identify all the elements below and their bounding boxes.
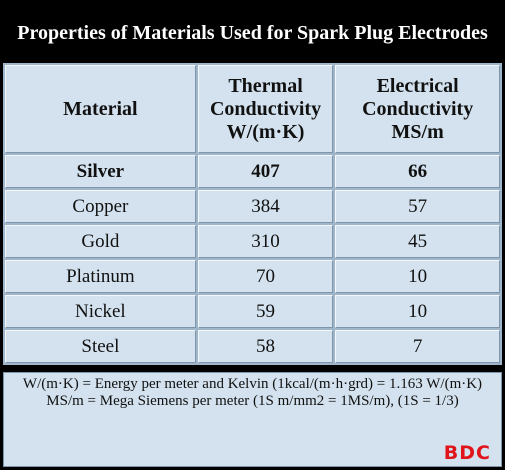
table-row: Nickel 59 10 — [5, 295, 500, 328]
table-cell: 7 — [335, 330, 500, 363]
footnote: W/(m·K) = Energy per meter and Kelvin (1… — [22, 376, 483, 392]
footnotes: W/(m·K) = Energy per meter and Kelvin (1… — [3, 372, 502, 467]
column-header: Electrical Conductivity MS/m — [335, 65, 500, 153]
table-body: Silver 407 66 Copper 384 57 Gold 310 45 Platinum 7… — [5, 155, 500, 363]
logo: BDC — [443, 442, 491, 464]
table-cell: Silver — [5, 155, 196, 188]
table-cell: 57 — [335, 190, 500, 223]
table-cell: 59 — [197, 295, 334, 328]
footnote: MS/m = Mega Siemens per meter (1S m/mm2 … — [46, 393, 459, 409]
table-cell: Nickel — [5, 295, 196, 328]
table-cell: 407 — [197, 155, 334, 188]
table-cell: Steel — [5, 330, 196, 363]
header-row: Material Thermal Conductivity W/(m·K) Elec… — [5, 65, 500, 153]
table-cell: 10 — [335, 260, 500, 293]
table-cell: 310 — [197, 225, 334, 258]
data-table: Material Thermal Conductivity W/(m·K) Elec… — [3, 63, 502, 365]
column-header: Thermal Conductivity W/(m·K) — [197, 65, 334, 153]
table-row: Silver 407 66 — [5, 155, 500, 188]
table-cell: Copper — [5, 190, 196, 223]
title: Properties of Materials Used for Spark P… — [17, 21, 488, 44]
table-row: Gold 310 45 — [5, 225, 500, 258]
table-cell: 45 — [335, 225, 500, 258]
column-header: Material — [5, 65, 196, 153]
table-cell: Platinum — [5, 260, 196, 293]
table-row: Platinum 70 10 — [5, 260, 500, 293]
table-row: Copper 384 57 — [5, 190, 500, 223]
table-cell: 66 — [335, 155, 500, 188]
table-row: Steel 58 7 — [5, 330, 500, 363]
table-cell: Gold — [5, 225, 196, 258]
table-cell: 70 — [197, 260, 334, 293]
table-cell: 384 — [197, 190, 334, 223]
table-cell: 58 — [197, 330, 334, 363]
table-cell: 10 — [335, 295, 500, 328]
